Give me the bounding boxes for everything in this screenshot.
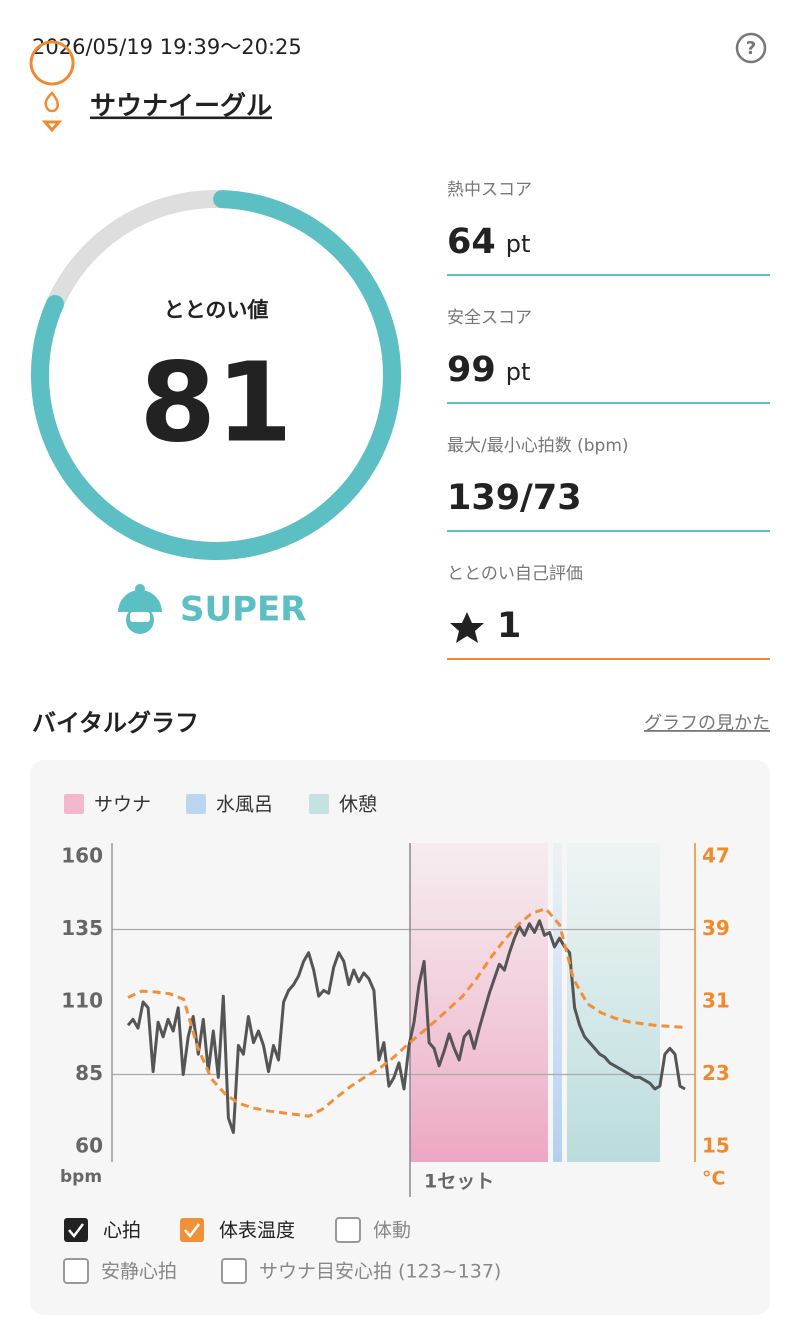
option-checkbox[interactable] <box>221 1258 247 1284</box>
y2-tick-label: 31 <box>702 989 730 1013</box>
y-tick-label: 160 <box>61 844 103 868</box>
datetime: 2026/05/19 19:39〜20:25 <box>32 35 302 59</box>
check-mark[interactable] <box>68 1223 84 1239</box>
legend-label: 休憩 <box>339 794 377 816</box>
rank-icon <box>118 584 162 634</box>
score-ring <box>30 189 401 560</box>
series-toggle-label[interactable]: 体表温度 <box>219 1220 295 1242</box>
zone-band <box>567 843 660 1162</box>
y-tick-label: 85 <box>75 1061 103 1085</box>
option-label[interactable]: サウナ目安心拍 (123~137) <box>259 1261 501 1283</box>
series-checkbox[interactable] <box>64 1218 88 1242</box>
score-value: 81 <box>139 338 292 466</box>
series-line <box>126 919 686 1134</box>
stat-value: 1 <box>497 606 521 646</box>
option-checkbox[interactable] <box>63 1258 89 1284</box>
facility-name[interactable]: サウナイーグル <box>90 92 272 122</box>
zone-band <box>410 843 548 1162</box>
facility-icon <box>29 40 75 133</box>
zone-band <box>553 843 562 1162</box>
graph-help-link[interactable]: グラフの見かた <box>644 713 770 734</box>
y-tick-label: 60 <box>75 1134 103 1158</box>
stat-label: 最大/最小心拍数 (bpm) <box>447 436 629 456</box>
legend-swatch <box>309 794 329 814</box>
stat-value: 64 <box>447 222 496 262</box>
stat-label: 熱中スコア <box>447 180 532 200</box>
stat-unit: pt <box>506 358 531 386</box>
chart: サウナ 水風呂 休憩 60 85 110 135 160 15 23 31 39 47 bpm °C 1セット <box>60 794 730 1197</box>
legend-swatch <box>64 794 84 814</box>
legend-label: サウナ <box>94 794 151 816</box>
stat-unit: pt <box>506 230 531 258</box>
y2-tick-label: 23 <box>702 1061 730 1085</box>
star-icon <box>450 612 484 643</box>
help-icon[interactable] <box>735 32 767 64</box>
check-mark[interactable] <box>184 1223 200 1239</box>
score-label: ととのい値 <box>164 298 269 322</box>
stat-value: 139/73 <box>447 478 582 518</box>
option-label[interactable]: 安静心拍 <box>101 1261 177 1283</box>
y-axis-label: bpm <box>60 1167 102 1187</box>
legend-swatch <box>186 794 206 814</box>
y2-axis-label: °C <box>702 1168 725 1190</box>
series-checkbox[interactable] <box>180 1218 204 1242</box>
y2-tick-label: 15 <box>702 1134 730 1158</box>
stats: 熱中スコア 64 pt 安全スコア 99 pt 最大/最小心拍数 (bpm) 139/73 とと… <box>447 180 770 660</box>
vital-title: バイタルグラフ <box>32 709 199 737</box>
option-checkbox[interactable] <box>335 1217 361 1243</box>
stat-label: ととのい自己評価 <box>447 564 583 584</box>
y-tick-label: 110 <box>61 989 103 1013</box>
set-label: 1セット <box>424 1171 494 1193</box>
series-line <box>127 907 686 1118</box>
help-mark[interactable]: ? <box>746 38 756 59</box>
series-toggle-label[interactable]: 心拍 <box>103 1220 141 1242</box>
stat-label: 安全スコア <box>447 308 532 328</box>
rank: SUPER <box>180 590 306 630</box>
y-tick-label: 135 <box>61 916 103 940</box>
y2-tick-label: 39 <box>702 916 730 940</box>
option-label[interactable]: 体動 <box>373 1220 411 1242</box>
legend-label: 水風呂 <box>216 794 273 816</box>
y2-tick-label: 47 <box>702 844 730 868</box>
stat-value: 99 <box>447 350 496 390</box>
